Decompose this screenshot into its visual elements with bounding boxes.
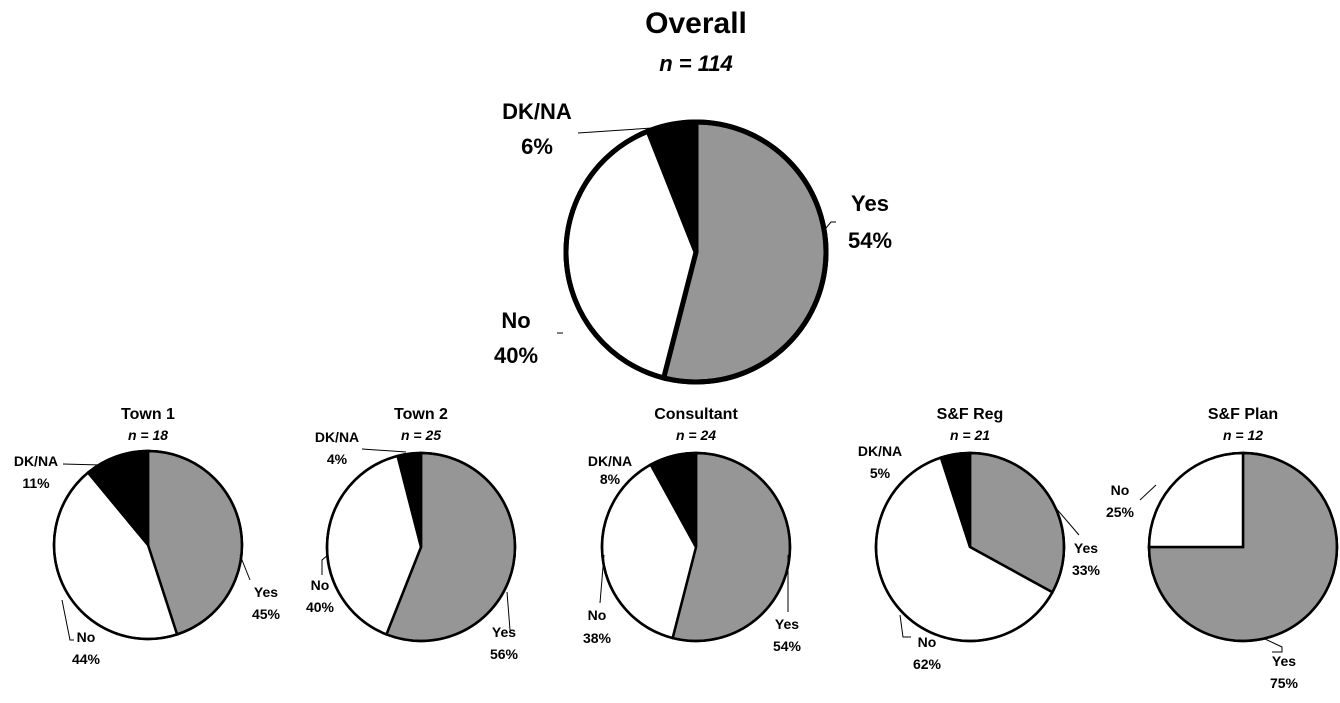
pie-chart-s-f-plan: S&F Plan n = 12 Yes 75% No 25% [1106,406,1339,691]
chart-subtitle-town-2: n = 25 [401,427,441,443]
chart-title-overall: Overall [645,7,747,40]
leader-line-overall-dk-na [577,127,653,134]
slice-value-consultant-dk-na: 8% [600,471,621,487]
slice-value-s-f-reg-no: 62% [913,656,942,672]
chart-subtitle-s-f-plan: n = 12 [1223,427,1263,443]
slice-value-s-f-reg-yes: 33% [1072,562,1101,578]
pie-outline-town-1 [52,449,244,641]
slice-label-town-1-dk-na: DK/NA [14,453,58,469]
slice-label-town-2-no: No [311,577,330,593]
leader-line-town-1-yes [239,554,251,581]
chart-subtitle-town-1: n = 18 [128,427,168,443]
leader-line-s-f-reg-yes [1054,506,1080,536]
slice-label-town-1-yes: Yes [254,584,278,600]
slice-value-town-1-dk-na: 11% [22,475,50,491]
slice-value-s-f-reg-dk-na: 5% [870,465,891,481]
leader-line-consultant-no [599,554,605,604]
slice-label-consultant-no: No [588,607,607,623]
pie-outline-town-2 [325,451,517,643]
leader-line-town-2-dk-na [361,448,407,453]
pie-chart-town-1: Town 1 n = 18 Yes 45% No 44% DK/NA 11% [14,406,281,667]
chart-subtitle-s-f-reg: n = 21 [950,427,990,443]
slice-label-town-2-dk-na: DK/NA [315,429,359,445]
pie-chart-town-2: Town 2 n = 25 Yes 56% No 40% DK/NA 4% [306,406,519,662]
slice-label-s-f-plan-no: No [1111,482,1130,498]
leader-line-town-2-yes [506,591,511,631]
leader-line-s-f-plan-yes [1264,638,1283,653]
slice-label-s-f-reg-no: No [918,634,937,650]
slice-value-consultant-no: 38% [583,630,612,646]
pie-outline-overall [563,119,829,385]
slice-value-town-2-no: 40% [306,599,335,615]
slice-value-s-f-plan-no: 25% [1106,504,1135,520]
slice-value-s-f-plan-yes: 75% [1270,675,1299,691]
slice-label-overall-yes: Yes [851,191,889,216]
pie-outline-s-f-plan [1147,451,1339,643]
slice-label-town-1-no: No [77,629,96,645]
slice-value-consultant-yes: 54% [773,638,802,654]
slice-label-town-2-yes: Yes [492,624,516,640]
leader-line-overall-yes [825,221,836,229]
slice-value-town-1-yes: 45% [252,606,281,622]
slice-label-consultant-dk-na: DK/NA [588,453,632,469]
slice-value-overall-dk-na: 6% [521,134,553,159]
slice-value-overall-yes: 54% [848,228,892,253]
pie-slice-s-f-plan-no [1147,451,1245,549]
slice-label-consultant-yes: Yes [775,616,799,632]
pie-outline-consultant [600,451,792,643]
pie-chart-s-f-reg: S&F Reg n = 21 Yes 33% No 62% DK/NA 5% [858,406,1101,672]
chart-title-s-f-reg: S&F Reg [937,406,1004,423]
chart-title-town-2: Town 2 [394,406,448,423]
leader-line-town-2-no [321,554,329,575]
slice-value-town-1-no: 44% [72,651,101,667]
slice-value-town-2-yes: 56% [490,646,519,662]
slice-label-s-f-reg-yes: Yes [1074,540,1098,556]
slice-label-s-f-plan-yes: Yes [1272,653,1296,669]
slice-value-overall-no: 40% [494,343,538,368]
pie-chart-overall: Overall n = 114 Yes 54% No 40% DK/NA 6% [494,7,892,385]
chart-title-s-f-plan: S&F Plan [1208,406,1278,423]
slice-label-s-f-reg-dk-na: DK/NA [858,443,902,459]
pie-chart-consultant: Consultant n = 24 Yes 54% No 38% DK/NA 8% [583,406,802,654]
chart-subtitle-overall: n = 114 [659,51,733,76]
leader-line-s-f-reg-no [899,614,911,638]
slice-label-overall-dk-na: DK/NA [502,99,572,124]
slice-label-overall-no: No [501,308,530,333]
chart-title-consultant: Consultant [654,406,738,423]
leader-line-town-1-dk-na [62,463,102,466]
leader-line-s-f-plan-no [1139,484,1157,501]
pie-outline-s-f-reg [874,451,1066,643]
chart-subtitle-consultant: n = 24 [676,427,716,443]
leader-line-town-1-no [61,599,74,641]
slice-value-town-2-dk-na: 4% [327,451,348,467]
chart-title-town-1: Town 1 [121,406,175,423]
